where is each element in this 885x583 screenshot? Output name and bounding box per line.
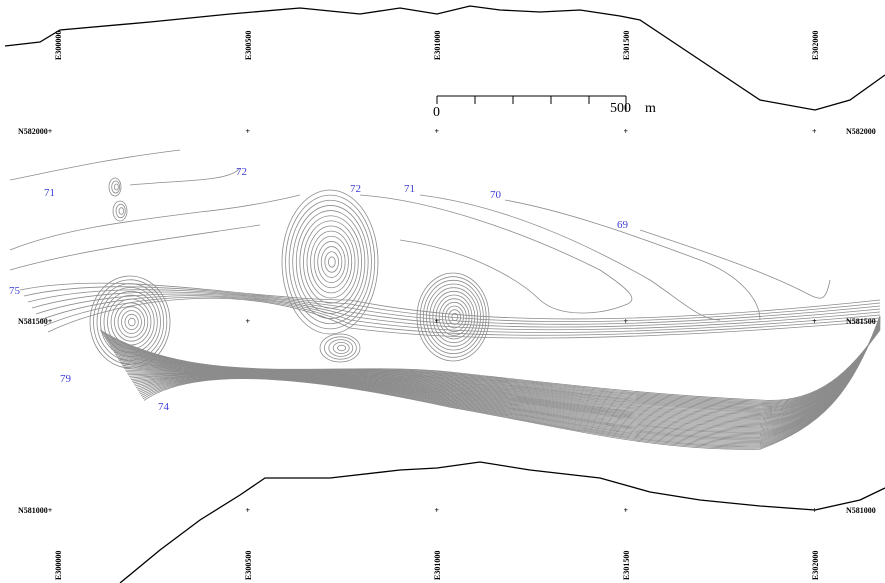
grid-cross: + xyxy=(812,506,817,515)
easting-label: E300500 xyxy=(244,31,253,60)
easting-label: E301000 xyxy=(433,551,442,580)
grid-cross: + xyxy=(812,317,817,326)
grid-cross: + xyxy=(812,127,817,136)
contour-label: 71 xyxy=(44,187,55,199)
easting-label: E301000 xyxy=(433,31,442,60)
contour-label: 70 xyxy=(490,189,502,201)
easting-label: E300000 xyxy=(54,31,63,60)
contour-label: 79 xyxy=(60,373,72,385)
contour-label: 71 xyxy=(404,183,415,195)
contour-label: 74 xyxy=(158,401,170,413)
scale-end: 500 xyxy=(610,101,631,116)
contour-label: 72 xyxy=(350,183,361,195)
easting-label: E300000 xyxy=(54,551,63,580)
northing-label: N581000 xyxy=(846,506,876,515)
grid-cross: + xyxy=(435,127,440,136)
contour-label: 69 xyxy=(617,219,629,231)
grid-cross: + xyxy=(435,317,440,326)
easting-label: E301500 xyxy=(622,551,631,580)
grid-cross: + xyxy=(246,506,251,515)
grid-cross: + xyxy=(246,127,251,136)
easting-label: E302000 xyxy=(811,551,820,580)
northing-label: N581000+ xyxy=(18,506,53,515)
contour-label: 75 xyxy=(9,285,21,297)
scale-unit: m xyxy=(645,101,656,116)
easting-label: E302000 xyxy=(811,31,820,60)
scale-start: 0 xyxy=(433,105,440,120)
northing-label: N582000+ xyxy=(18,127,53,136)
northing-label: N581500 xyxy=(846,317,876,326)
grid-cross: + xyxy=(624,127,629,136)
grid-cross: + xyxy=(624,317,629,326)
contour-label: 72 xyxy=(236,166,247,178)
easting-label: E300500 xyxy=(244,551,253,580)
grid-cross: + xyxy=(624,506,629,515)
grid-cross: + xyxy=(246,317,251,326)
northing-label: N581500+ xyxy=(18,317,53,326)
northing-label: N582000 xyxy=(846,127,876,136)
easting-label: E301500 xyxy=(622,31,631,60)
map: 0 500 m E300000 E300000 E300500 E300500 + + + E… xyxy=(0,0,885,583)
grid-cross: + xyxy=(435,506,440,515)
